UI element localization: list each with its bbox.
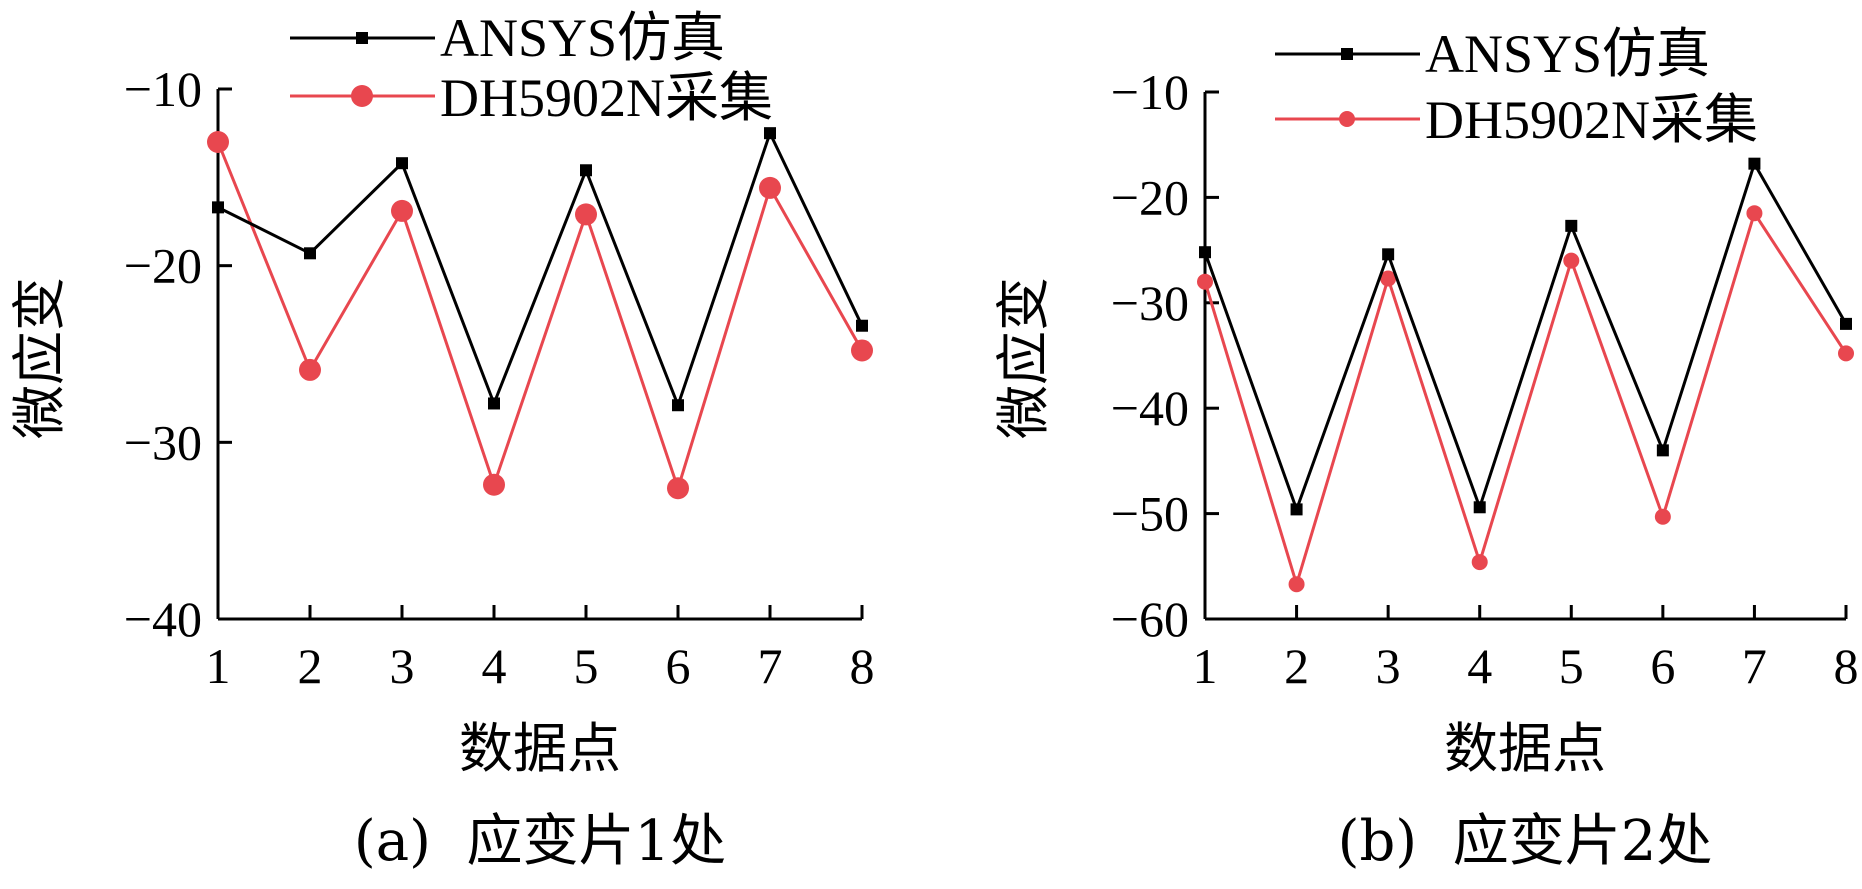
chart-a-series [207, 127, 873, 500]
chart-b-xlabel: 数据点 [1444, 717, 1606, 780]
chart-b-xtick-label: 4 [1467, 638, 1492, 694]
chart-a: −10 −20 −30 −401 2 3 4 5 6 7 8 微应变 数据点 (a) 应变片1处 A… [8, 8, 875, 874]
chart-a-point-ansys [764, 127, 776, 140]
chart-a-xtick-label: 4 [482, 638, 507, 694]
chart-b: −10 −20 −30 −40 −50 −601 2 3 4 5 6 7 8 微应变 数据点 (b) 应… [992, 24, 1859, 874]
chart-b-point-ansys [1199, 246, 1211, 259]
chart-b-series-line-ansys [1203, 159, 1848, 514]
chart-b-caption: (b) 应变片2处 [1338, 809, 1713, 874]
chart-a-xtick-label: 7 [758, 638, 783, 694]
chart-a-point-dh5902n [299, 358, 321, 381]
chart-b-point-dh5902n [1197, 273, 1213, 290]
chart-a-ylabel: 微应变 [8, 277, 71, 439]
chart-a-xtick-label: 1 [206, 638, 231, 694]
chart-a-series-line-dh5902n [216, 141, 864, 494]
chart-a-xtick-label: 8 [850, 638, 875, 694]
chart-b-xtick-label: 8 [1834, 638, 1859, 694]
chart-a-ticks: −10 −20 −30 −401 2 3 4 5 6 7 8 [124, 61, 875, 694]
chart-b-ytick-label: −30 [1111, 275, 1189, 331]
chart-b-legend: ANSYS仿真 DH5902N采集 [1275, 24, 1758, 150]
chart-b-point-dh5902n [1563, 252, 1580, 269]
chart-b-point-dh5902n [1288, 576, 1305, 593]
chart-b-xtick-label: 1 [1193, 638, 1218, 694]
chart-a-ytick-label: −20 [124, 238, 202, 294]
chart-b-ytick-label: −50 [1111, 486, 1189, 542]
chart-b-legend-marker-dh [1339, 111, 1355, 127]
chart-a-ytick-label: −30 [124, 414, 202, 470]
chart-b-xtick-label: 7 [1742, 638, 1767, 694]
chart-a-point-dh5902n [575, 203, 597, 226]
chart-b-series [1197, 157, 1854, 593]
chart-b-point-ansys [1565, 219, 1578, 232]
chart-a-point-ansys [856, 319, 868, 332]
chart-a-point-dh5902n [207, 131, 229, 153]
chart-b-series-line-dh5902n [1203, 209, 1848, 590]
chart-a-legend: ANSYS仿真 DH5902N采集 [290, 8, 773, 128]
chart-a-point-ansys [304, 247, 316, 260]
chart-a-point-dh5902n [483, 473, 505, 496]
chart-b-ytick-label: −40 [1111, 380, 1189, 436]
chart-a-point-dh5902n [851, 339, 873, 362]
chart-a-ytick-label: −40 [124, 591, 202, 647]
chart-b-xtick-label: 2 [1284, 638, 1309, 694]
chart-b-point-dh5902n [1654, 508, 1671, 525]
chart-b-point-ansys [1382, 248, 1395, 261]
chart-b-ytick-label: −20 [1111, 169, 1189, 225]
chart-a-point-ansys [580, 164, 592, 177]
chart-b-point-ansys [1748, 157, 1761, 170]
chart-b-point-dh5902n [1838, 345, 1854, 362]
chart-a-xlabel: 数据点 [459, 717, 621, 780]
chart-a-point-dh5902n [667, 477, 689, 500]
chart-b-point-ansys [1840, 317, 1852, 330]
chart-b-point-dh5902n [1746, 205, 1763, 222]
chart-b-legend-marker-ansys [1341, 48, 1353, 60]
chart-a-point-dh5902n [759, 176, 781, 199]
chart-a-point-ansys [488, 397, 500, 410]
chart-a-series-line-ansys [217, 129, 864, 410]
chart-b-point-ansys [1473, 501, 1486, 514]
chart-b-legend-label-ansys: ANSYS仿真 [1425, 24, 1710, 84]
chart-b-ytick-label: −60 [1111, 591, 1189, 647]
chart-b-xtick-label: 5 [1559, 638, 1584, 694]
chart-a-caption: (a) 应变片1处 [354, 809, 726, 874]
chart-b-legend-label-dh: DH5902N采集 [1425, 90, 1758, 150]
chart-b-point-ansys [1290, 503, 1303, 516]
chart-b-xtick-label: 6 [1650, 638, 1675, 694]
chart-a-ytick-label: −10 [124, 61, 202, 117]
chart-a-point-ansys [212, 201, 224, 214]
chart-a-point-dh5902n [391, 199, 413, 222]
chart-b-xtick-label: 3 [1376, 638, 1401, 694]
chart-b-point-dh5902n [1380, 270, 1397, 287]
chart-a-legend-label-ansys: ANSYS仿真 [440, 8, 725, 68]
chart-a-xtick-label: 5 [574, 638, 599, 694]
chart-a-legend-marker-ansys [356, 32, 368, 44]
chart-a-xtick-label: 2 [298, 638, 323, 694]
chart-b-ticks: −10 −20 −30 −40 −50 −601 2 3 4 5 6 7 8 [1111, 64, 1859, 694]
chart-b-ytick-label: −10 [1111, 64, 1189, 120]
chart-b-ylabel: 微应变 [992, 277, 1055, 439]
chart-a-legend-label-dh: DH5902N采集 [440, 68, 773, 128]
chart-a-legend-marker-dh [351, 85, 373, 107]
chart-a-xtick-label: 3 [390, 638, 415, 694]
chart-a-point-ansys [396, 157, 408, 170]
chart-a-xtick-label: 6 [666, 638, 691, 694]
chart-b-point-dh5902n [1471, 554, 1488, 571]
chart-a-point-ansys [672, 399, 684, 412]
chart-b-point-ansys [1656, 444, 1669, 457]
